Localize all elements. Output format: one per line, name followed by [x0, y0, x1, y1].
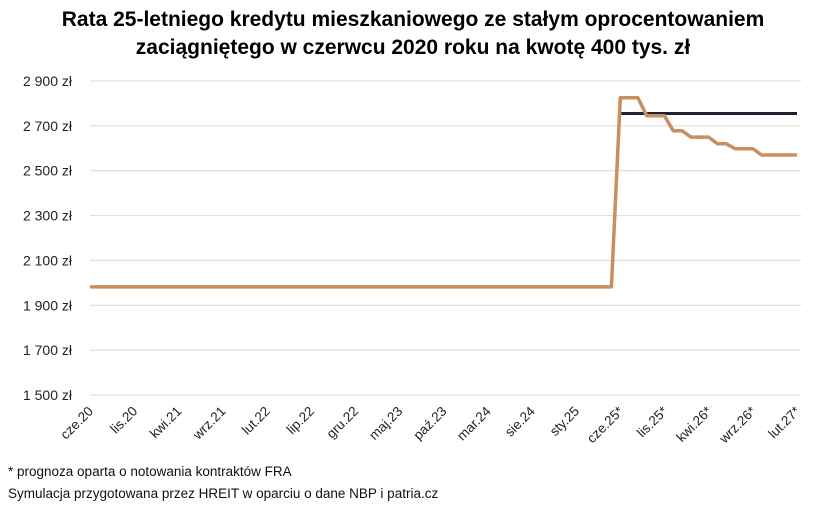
x-tick-label: gru.22	[324, 404, 362, 442]
y-tick-label: 1 500 zł	[23, 387, 73, 403]
y-tick-label: 2 700 zł	[23, 118, 73, 134]
y-tick-label: 2 100 zł	[23, 252, 73, 268]
x-tick-label: kwi.26*	[673, 403, 715, 445]
x-tick-label: sty.25	[547, 404, 582, 439]
y-tick-label: 2 500 zł	[23, 163, 73, 179]
y-tick-label: 1 900 zł	[23, 297, 73, 313]
x-tick-label: cze.20	[57, 404, 96, 443]
gridlines	[90, 80, 801, 396]
x-axis-labels: cze.20 lis.20 kwi.21 wrz.21 lut.22 lip.22 gru.…	[57, 403, 803, 447]
x-tick-label: cze.25*	[584, 403, 627, 446]
series-line-2	[90, 96, 797, 289]
y-tick-label: 2 900 zł	[23, 73, 73, 89]
y-axis-labels: 1 500 zł 1 700 zł 1 900 zł 2 100 zł 2 300 zł…	[23, 73, 73, 403]
chart-title: Rata 25-letniego kredytu mieszkaniowego …	[0, 6, 826, 62]
y-tick-label: 1 700 zł	[23, 342, 73, 358]
x-tick-label: lip.22	[284, 404, 317, 437]
y-tick-label: 2 300 zł	[23, 208, 73, 224]
footnote-forecast: * prognoza oparta o notowania kontraktów…	[8, 464, 292, 479]
x-tick-label: lis.25*	[634, 403, 671, 440]
x-tick-label: sie.24	[502, 403, 538, 439]
x-tick-label: maj.23	[366, 404, 405, 443]
chart-title-line-1: Rata 25-letniego kredytu mieszkaniowego …	[61, 8, 765, 31]
x-tick-label: lut.22	[239, 404, 273, 438]
x-tick-label: kwi.21	[147, 404, 185, 442]
x-tick-label: lis.20	[107, 404, 140, 437]
x-tick-label: mar.24	[454, 403, 494, 443]
x-tick-label: wrz.21	[189, 404, 228, 443]
x-tick-label: paź.23	[410, 404, 449, 443]
x-tick-label: wrz.26*	[716, 403, 760, 447]
x-tick-label: lut.27*	[765, 403, 803, 441]
chart-title-line-2: zaciągniętego w czerwcu 2020 roku na kwo…	[135, 36, 691, 59]
footnote-source: Symulacja przygotowana przez HREIT w opa…	[8, 486, 439, 501]
series-lines	[90, 96, 797, 289]
